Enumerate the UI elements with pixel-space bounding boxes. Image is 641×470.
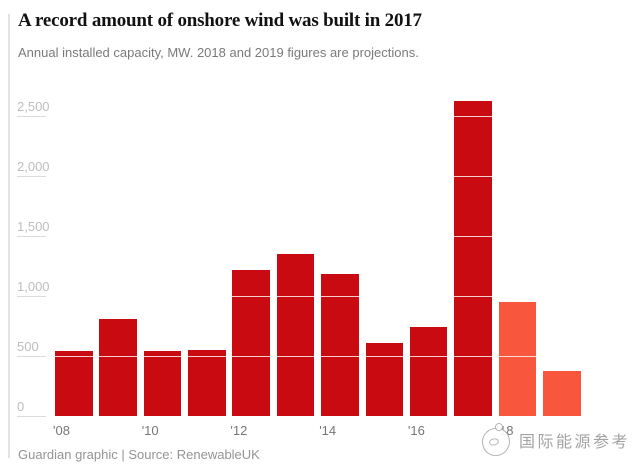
gridline-tick xyxy=(17,296,46,297)
y-axis-label: 0 xyxy=(17,399,25,414)
x-axis-label: '08 xyxy=(53,423,70,438)
watermark: 国际能源参考 xyxy=(479,422,631,459)
x-axis-label: '16 xyxy=(407,423,425,438)
chart-subtitle: Annual installed capacity, MW. 2018 and … xyxy=(18,45,419,60)
watermark-mascot-eye xyxy=(488,437,500,447)
quote-border xyxy=(8,14,10,458)
gridline-tick xyxy=(17,116,46,117)
watermark-mascot-ear xyxy=(494,422,504,432)
bar-2012 xyxy=(232,269,270,416)
page-title: A record amount of onshore wind was buil… xyxy=(18,10,422,31)
gridline xyxy=(48,116,612,117)
watermark-text: 国际能源参考 xyxy=(519,434,631,451)
gridline xyxy=(48,296,612,297)
bar-2017 xyxy=(454,101,492,416)
gridline xyxy=(48,176,612,177)
bar-2011 xyxy=(188,350,226,416)
gridline xyxy=(48,236,612,237)
gridline xyxy=(48,356,612,357)
y-axis-label: 500 xyxy=(17,339,39,354)
bar-2019 xyxy=(543,371,581,416)
gridline-tick xyxy=(17,416,46,417)
chart-credit: Guardian graphic | Source: RenewableUK xyxy=(18,447,260,462)
bar-2009 xyxy=(99,318,137,416)
bar-2010 xyxy=(143,351,182,416)
gridline-tick xyxy=(17,176,46,177)
bar-2015 xyxy=(365,342,403,416)
y-axis-label: 1,000 xyxy=(17,279,50,294)
x-axis-label: '14 xyxy=(319,423,337,438)
watermark-mascot-icon xyxy=(479,422,513,459)
x-axis-label: '10 xyxy=(141,423,159,438)
bar-2014 xyxy=(321,274,359,416)
bar-2018 xyxy=(498,302,537,416)
bar-2013 xyxy=(276,254,315,416)
y-axis-label: 1,500 xyxy=(17,219,50,234)
x-axis-label: '12 xyxy=(230,423,248,438)
bar-2016 xyxy=(409,327,448,416)
y-axis-label: 2,500 xyxy=(17,99,50,114)
gridline-tick xyxy=(17,236,46,237)
y-axis-label: 2,000 xyxy=(17,159,50,174)
bar-2008 xyxy=(55,351,93,416)
gridline-tick xyxy=(17,356,46,357)
